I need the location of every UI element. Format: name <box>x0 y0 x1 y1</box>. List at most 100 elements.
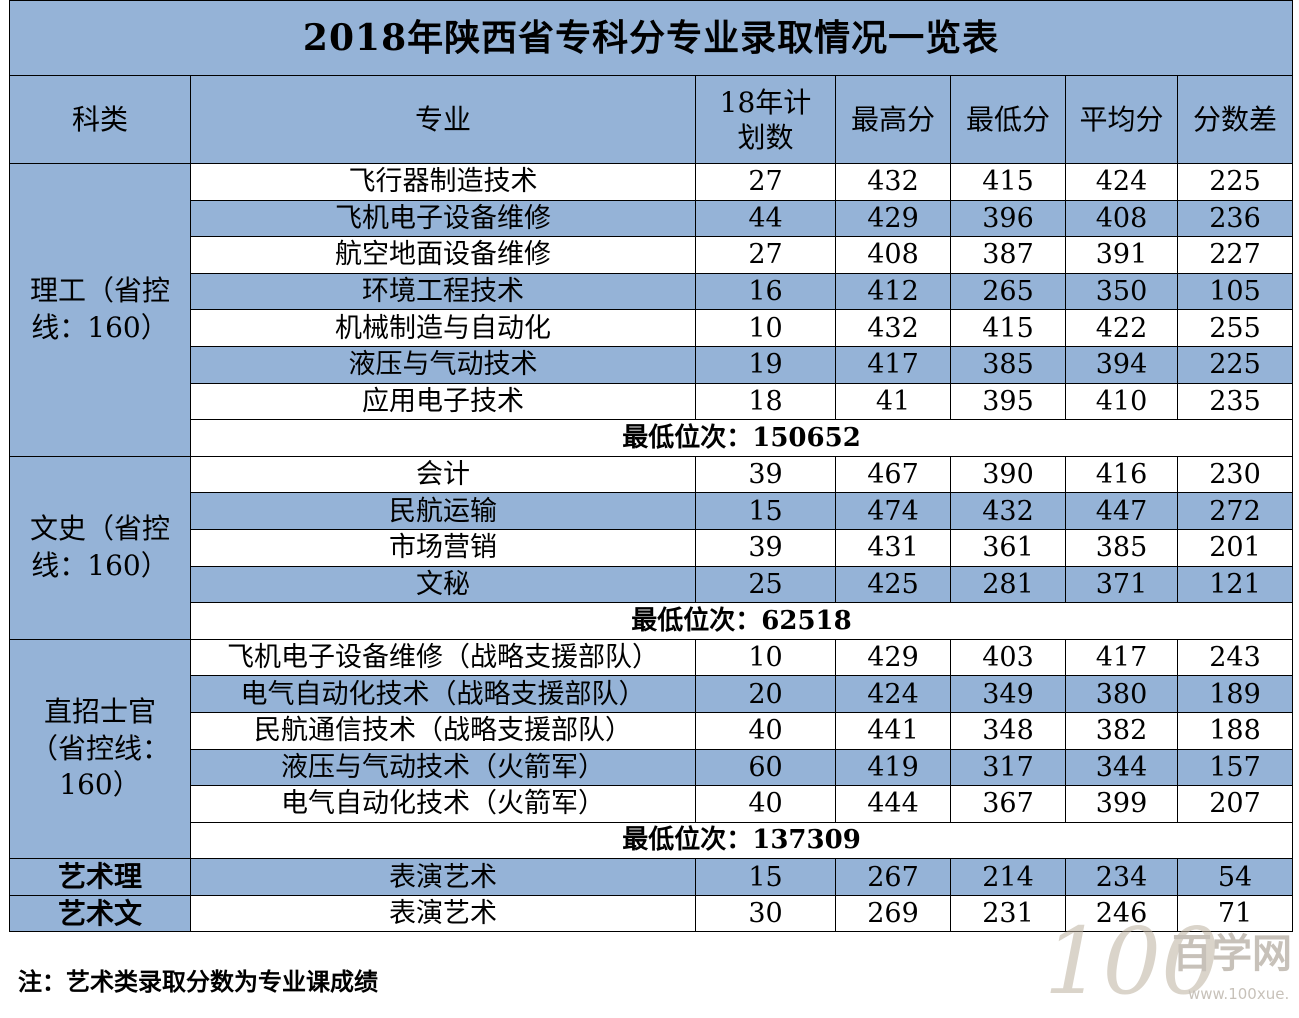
avg-score: 408 <box>1065 199 1178 238</box>
score-diff: 227 <box>1176 236 1294 274</box>
category-label-line: 线：160） <box>31 548 169 582</box>
avg-score: 234 <box>1065 858 1178 896</box>
table-row: 环境工程技术 16 412 265 350 105 <box>10 272 1294 311</box>
max-score: 412 <box>835 272 951 311</box>
watermark-url: www.100xue.net <box>1188 985 1290 1003</box>
plan-count: 15 <box>695 858 836 896</box>
major-name: 应用电子技术 <box>190 382 696 421</box>
major-name: 会计 <box>190 455 696 494</box>
major-name: 表演艺术 <box>190 858 696 896</box>
major-name: 电气自动化技术（战略支援部队） <box>190 675 696 713</box>
max-score: 408 <box>835 236 951 274</box>
min-score: 317 <box>950 748 1066 787</box>
header-max: 最高分 <box>835 75 951 164</box>
category-label-line: 线：160） <box>31 310 169 344</box>
min-rank-row: 最低位次：62518 <box>10 602 1294 640</box>
plan-count: 27 <box>695 236 836 274</box>
table-row: 直招士官 （省控线： 160） 飞机电子设备维修（战略支援部队） 10 429 403 417… <box>9 638 1294 860</box>
min-score: 395 <box>950 382 1066 421</box>
major-name: 民航运输 <box>190 492 696 530</box>
table-row: 文史（省控 线：160） 会计 39 467 390 416 230 <box>9 455 1294 640</box>
min-score: 214 <box>950 858 1066 896</box>
avg-score: 422 <box>1065 309 1178 347</box>
major-name: 市场营销 <box>190 528 696 567</box>
plan-count: 10 <box>695 638 836 677</box>
min-score: 396 <box>950 199 1066 238</box>
max-score: 474 <box>835 492 951 530</box>
min-score: 348 <box>950 711 1066 750</box>
min-rank-row: 最低位次：150652 <box>10 419 1294 457</box>
table-row: 民航运输 15 474 432 447 272 <box>10 492 1294 530</box>
score-diff: 236 <box>1176 199 1294 238</box>
major-name: 液压与气动技术 <box>190 345 696 384</box>
table-row: 文秘 25 425 281 371 121 <box>10 565 1294 604</box>
score-diff: 157 <box>1176 748 1294 787</box>
table-row: 液压与气动技术 19 417 385 394 225 <box>10 345 1294 384</box>
score-diff: 255 <box>1176 309 1294 347</box>
min-score: 281 <box>950 565 1066 604</box>
header-diff: 分数差 <box>1176 75 1294 164</box>
max-score: 429 <box>835 638 951 677</box>
table-row: 电气自动化技术（战略支援部队） 20 424 349 380 189 <box>10 675 1294 713</box>
min-score: 385 <box>950 345 1066 384</box>
avg-score: 382 <box>1065 711 1178 750</box>
table-row: 理工（省控 线：160） 飞行器制造技术 27 432 415 424 225 <box>9 163 1294 457</box>
avg-score: 394 <box>1065 345 1178 384</box>
category-label-line: 理工（省控 <box>29 274 170 308</box>
max-score: 444 <box>835 785 951 823</box>
score-diff: 225 <box>1176 163 1294 201</box>
plan-count: 40 <box>695 711 836 750</box>
avg-score: 447 <box>1065 492 1178 530</box>
max-score: 441 <box>835 711 951 750</box>
min-rank: 最低位次：137309 <box>189 821 1294 860</box>
score-diff: 243 <box>1176 638 1294 677</box>
avg-score: 391 <box>1065 236 1178 274</box>
table-row: 电气自动化技术（火箭军） 40 444 367 399 207 <box>10 785 1294 823</box>
max-score: 431 <box>835 528 951 567</box>
max-score: 424 <box>835 675 951 713</box>
min-score: 349 <box>950 675 1066 713</box>
avg-score: 344 <box>1065 748 1178 787</box>
watermark-text: 百学网 <box>1172 931 1290 977</box>
plan-count: 60 <box>695 748 836 787</box>
table-row: 艺术文 表演艺术 30 269 231 246 71 <box>9 894 1294 933</box>
avg-score: 424 <box>1065 163 1178 201</box>
table-row: 应用电子技术 18 41 395 410 235 <box>10 382 1294 421</box>
min-score: 367 <box>950 785 1066 823</box>
header-min: 最低分 <box>950 75 1066 164</box>
category-label-line: （省控线： <box>29 731 170 765</box>
major-name: 飞机电子设备维修（战略支援部队） <box>190 638 696 677</box>
score-diff: 54 <box>1176 858 1294 896</box>
min-score: 387 <box>950 236 1066 274</box>
plan-count: 39 <box>695 455 836 494</box>
header-row: 科类 专业 18年计 划数 最高分 最低分 平均分 分数差 <box>9 75 1294 164</box>
min-rank: 最低位次：62518 <box>189 602 1294 640</box>
table-title: 2018年陕西省专科分专业录取情况一览表 <box>8 0 1294 76</box>
score-diff: 189 <box>1176 675 1294 713</box>
table-row: 机械制造与自动化 10 432 415 422 255 <box>10 309 1294 347</box>
major-name: 飞行器制造技术 <box>190 163 696 201</box>
admission-table: 2018年陕西省专科分专业录取情况一览表 科类 专业 18年计 划数 最高分 最低… <box>8 0 1294 933</box>
category-label-line: 160） <box>59 768 141 802</box>
max-score: 432 <box>835 309 951 347</box>
score-diff: 121 <box>1176 565 1294 604</box>
footnote: 注：艺术类录取分数为专业课成绩 <box>18 967 378 996</box>
category-cell: 直招士官 （省控线： 160） <box>9 638 191 860</box>
plan-count: 19 <box>695 345 836 384</box>
category-cell: 理工（省控 线：160） <box>9 163 191 457</box>
plan-count: 20 <box>695 675 836 713</box>
plan-count: 15 <box>695 492 836 530</box>
score-diff: 71 <box>1176 894 1294 933</box>
header-plan: 18年计 划数 <box>695 75 836 164</box>
score-diff: 207 <box>1176 785 1294 823</box>
plan-count: 10 <box>695 309 836 347</box>
avg-score: 350 <box>1065 272 1178 311</box>
max-score: 267 <box>835 858 951 896</box>
avg-score: 399 <box>1065 785 1178 823</box>
category-label-line: 直招士官 <box>43 695 156 729</box>
major-name: 民航通信技术（战略支援部队） <box>190 711 696 750</box>
header-category: 科类 <box>9 75 191 164</box>
major-name: 电气自动化技术（火箭军） <box>190 785 696 823</box>
score-diff: 188 <box>1176 711 1294 750</box>
min-score: 361 <box>950 528 1066 567</box>
